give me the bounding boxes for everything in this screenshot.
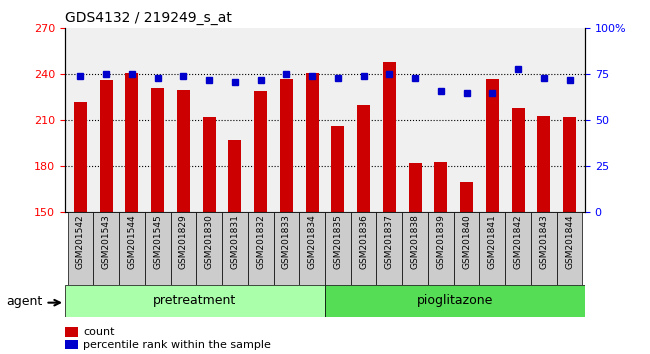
Text: GSM201843: GSM201843 (540, 215, 549, 269)
Bar (65, 340, 78, 349)
Bar (151, 88, 164, 212)
Text: GSM201832: GSM201832 (256, 215, 265, 269)
Bar (486, 79, 499, 212)
Bar (376, 212, 402, 285)
Bar (170, 212, 196, 285)
Bar (254, 91, 267, 212)
Bar (454, 212, 480, 285)
Text: percentile rank within the sample: percentile rank within the sample (83, 339, 271, 349)
Bar (325, 212, 351, 285)
Text: GSM201836: GSM201836 (359, 215, 368, 269)
Bar (228, 140, 241, 212)
Text: GSM201838: GSM201838 (411, 215, 420, 269)
Text: GSM201844: GSM201844 (565, 215, 574, 269)
Bar (325, 285, 585, 317)
Bar (306, 73, 318, 212)
Bar (248, 212, 274, 285)
Bar (563, 117, 576, 212)
Text: GSM201835: GSM201835 (333, 215, 343, 269)
Bar (512, 108, 525, 212)
Bar (556, 212, 582, 285)
Bar (351, 212, 376, 285)
Bar (460, 182, 473, 212)
Bar (531, 212, 556, 285)
Bar (280, 79, 292, 212)
Bar (505, 212, 531, 285)
Bar (119, 212, 145, 285)
Text: GSM201839: GSM201839 (436, 215, 445, 269)
Bar (428, 212, 454, 285)
Text: GSM201543: GSM201543 (101, 215, 111, 269)
Text: GSM201544: GSM201544 (127, 215, 136, 269)
Bar (222, 212, 248, 285)
Bar (68, 212, 94, 285)
Text: pretreatment: pretreatment (153, 295, 237, 307)
Bar (480, 212, 505, 285)
Text: GSM201840: GSM201840 (462, 215, 471, 269)
Bar (299, 212, 325, 285)
Bar (434, 162, 447, 212)
Bar (196, 212, 222, 285)
Bar (383, 62, 396, 212)
Text: GSM201834: GSM201834 (307, 215, 317, 269)
Text: GSM201542: GSM201542 (76, 215, 85, 269)
Bar (125, 73, 138, 212)
Text: GSM201837: GSM201837 (385, 215, 394, 269)
Bar (65, 327, 78, 337)
Text: GSM201841: GSM201841 (488, 215, 497, 269)
Bar (538, 116, 551, 212)
Bar (65, 285, 325, 317)
Bar (177, 90, 190, 212)
Text: agent: agent (6, 295, 43, 308)
Text: GSM201833: GSM201833 (282, 215, 291, 269)
Bar (409, 163, 422, 212)
Text: pioglitazone: pioglitazone (417, 295, 493, 307)
Text: GSM201831: GSM201831 (230, 215, 239, 269)
Bar (94, 212, 119, 285)
Text: GSM201829: GSM201829 (179, 215, 188, 269)
Text: GSM201545: GSM201545 (153, 215, 162, 269)
Bar (274, 212, 299, 285)
Bar (99, 80, 112, 212)
Text: count: count (83, 327, 114, 337)
Text: GDS4132 / 219249_s_at: GDS4132 / 219249_s_at (65, 11, 232, 25)
Bar (74, 102, 87, 212)
Bar (145, 212, 170, 285)
Bar (203, 117, 216, 212)
Bar (402, 212, 428, 285)
Bar (358, 105, 370, 212)
Bar (332, 126, 344, 212)
Text: GSM201830: GSM201830 (205, 215, 214, 269)
Text: GSM201842: GSM201842 (514, 215, 523, 269)
